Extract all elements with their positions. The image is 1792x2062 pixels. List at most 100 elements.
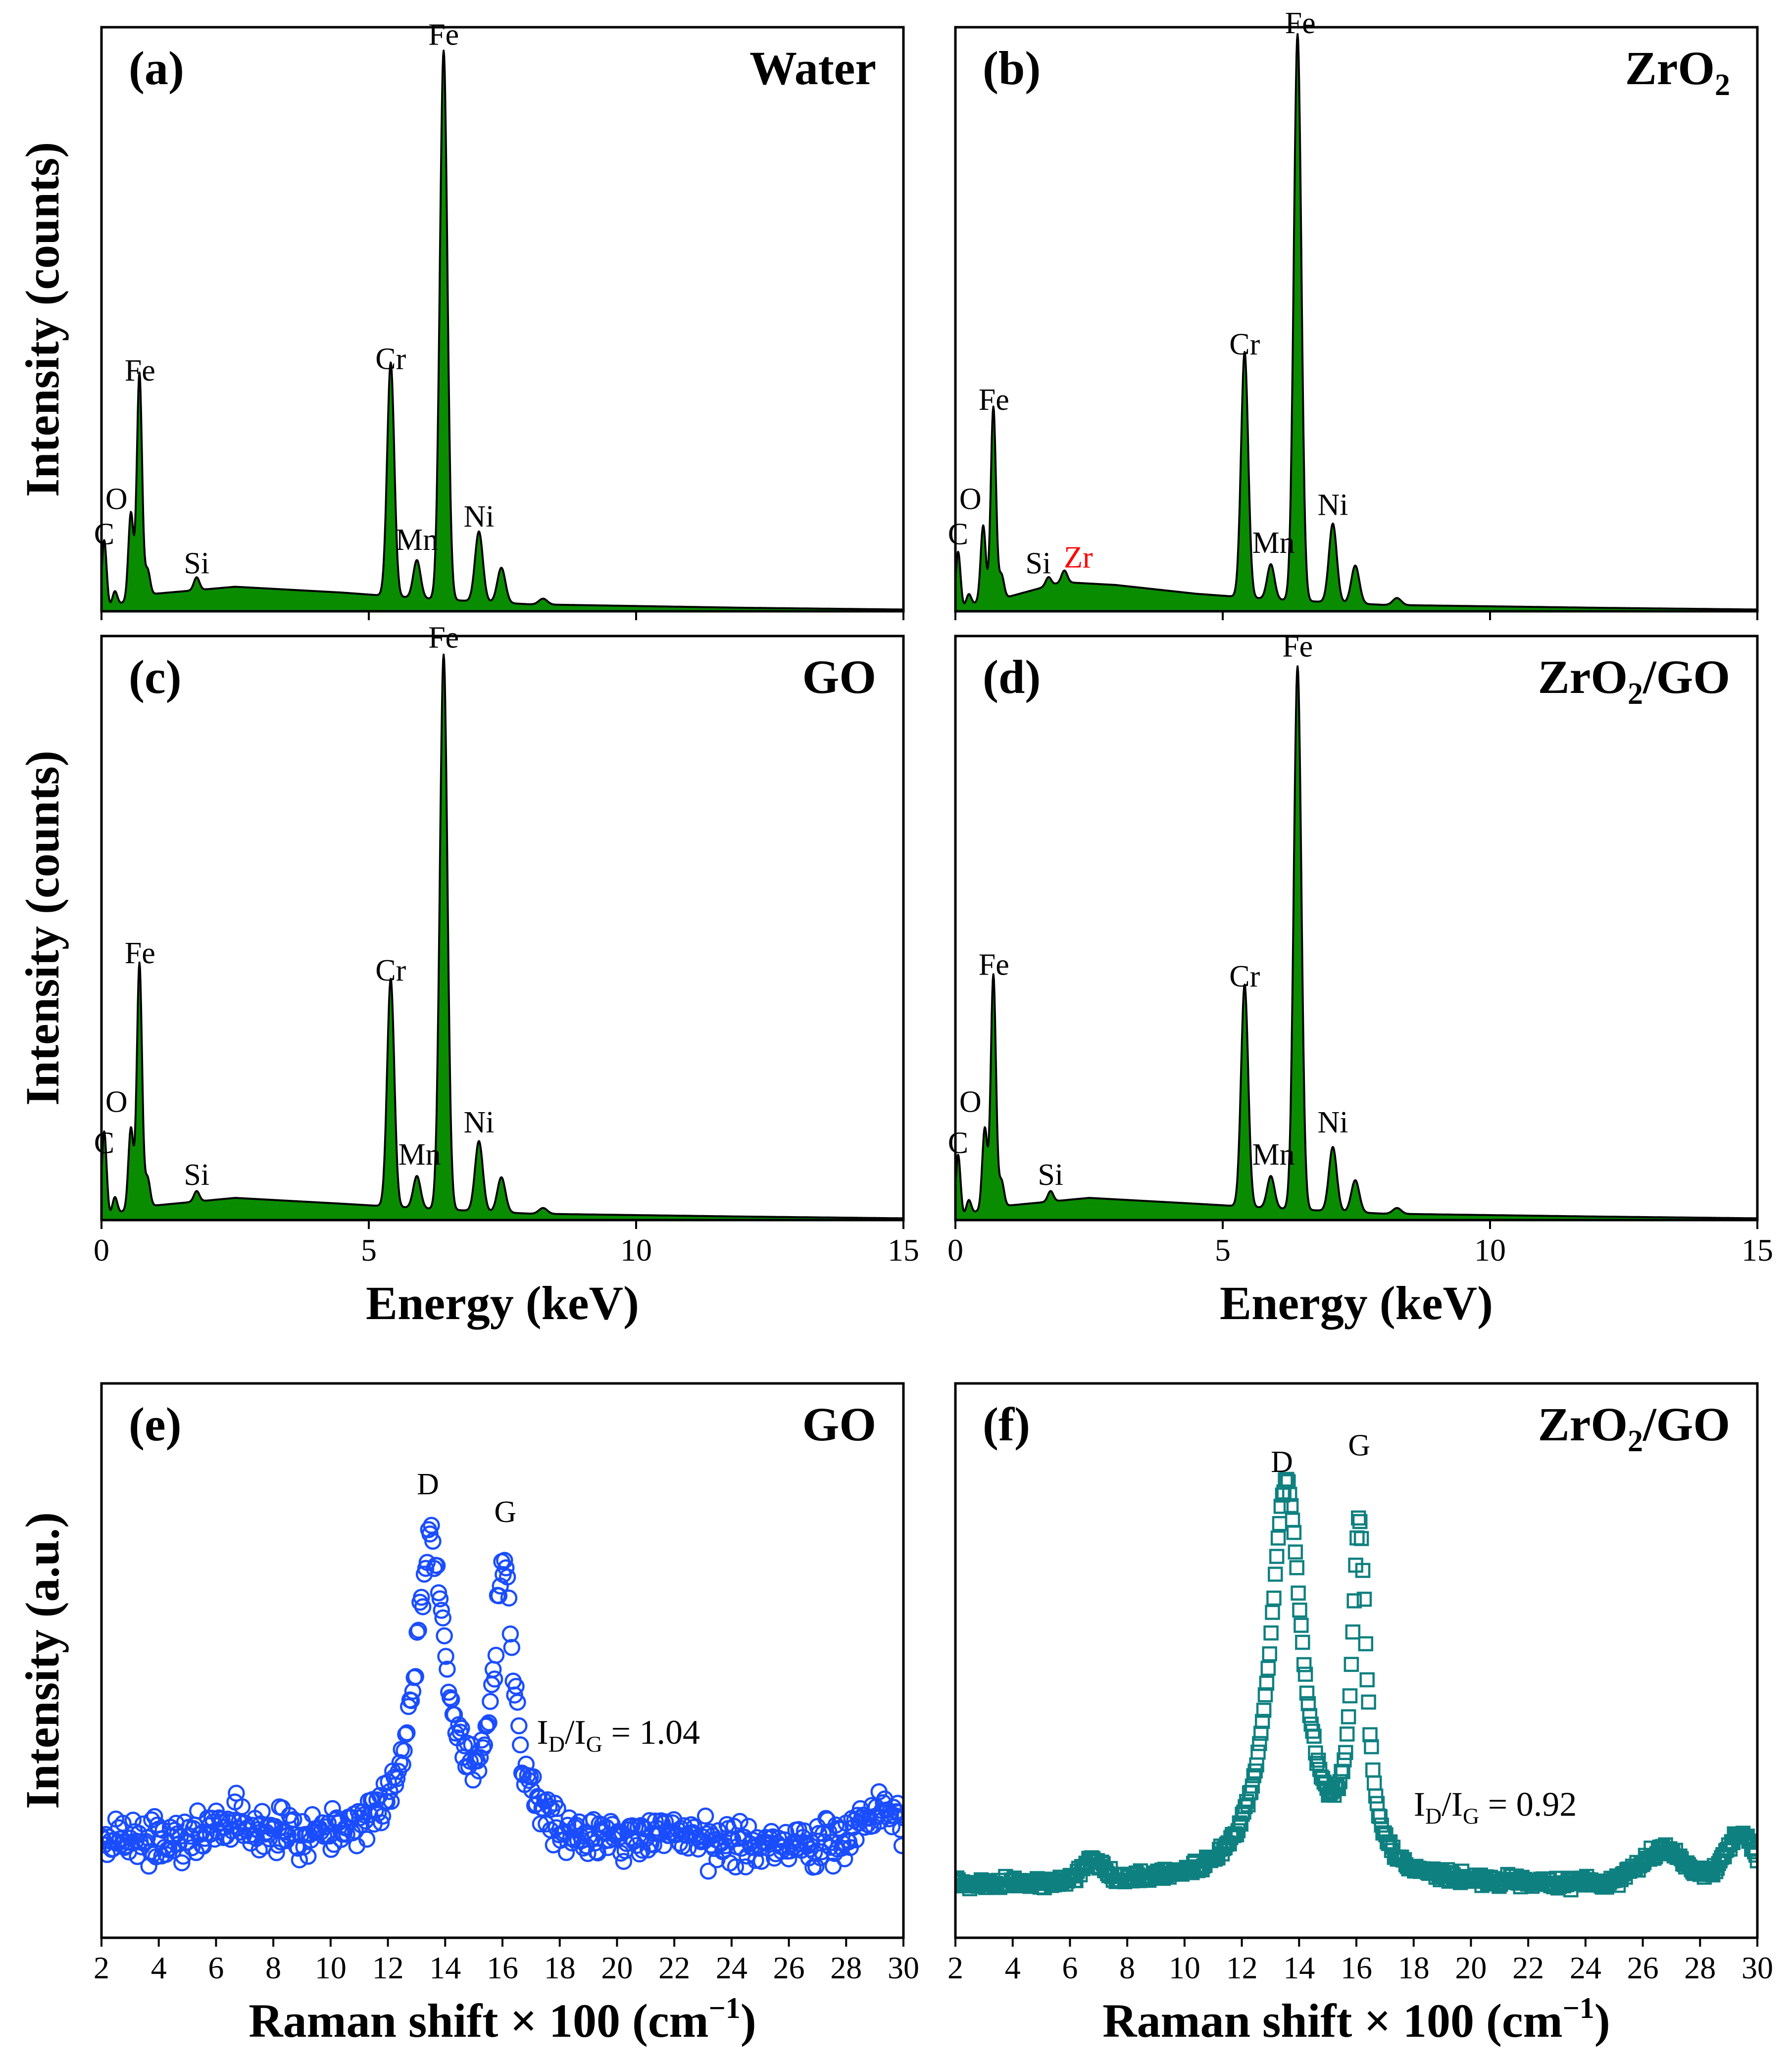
peak-label: Fe: [979, 383, 1009, 417]
spectrum-area: [101, 49, 903, 611]
data-point: [697, 1807, 714, 1825]
data-point: [892, 1821, 903, 1838]
data-point: [480, 1714, 498, 1731]
plot-area: [955, 1472, 1757, 1898]
data-point: [391, 1754, 409, 1771]
panel-tag: (f): [983, 1398, 1030, 1451]
data-point: [1299, 1685, 1315, 1701]
data-point: [1349, 1530, 1365, 1546]
data-point: [889, 1795, 903, 1812]
data-point: [497, 1559, 515, 1576]
intensity-ratio: ID/IG = 1.04: [537, 1714, 700, 1757]
x-tick-label: 8: [1119, 1950, 1135, 1985]
data-point: [1345, 1624, 1361, 1640]
marker-group: [955, 1472, 1757, 1898]
data-point: [1266, 1590, 1282, 1606]
plot-frame: [100, 635, 905, 1222]
peak-label: O: [105, 1085, 128, 1119]
data-point: [414, 1598, 432, 1616]
peak-label: D: [417, 1468, 439, 1501]
data-point: [1263, 1625, 1279, 1641]
peak-label: O: [959, 483, 982, 516]
data-point: [269, 1836, 287, 1854]
x-axis-label: Energy (keV): [1220, 1276, 1493, 1329]
x-tick-label: 24: [716, 1950, 747, 1985]
plot-area: [955, 665, 1757, 1220]
data-point: [1749, 1853, 1757, 1868]
data-point: [1259, 1675, 1275, 1691]
data-point: [1297, 1667, 1313, 1682]
data-point: [1269, 1549, 1285, 1564]
data-point: [1291, 1585, 1306, 1601]
data-point: [396, 1742, 413, 1760]
sample-name: ZrO2/GO: [1538, 1398, 1730, 1458]
x-tick-label: 26: [1627, 1950, 1659, 1985]
data-point: [1372, 1809, 1388, 1824]
data-point: [428, 1557, 446, 1574]
data-point: [510, 1717, 528, 1735]
data-point: [404, 1682, 422, 1700]
data-point: [1268, 1567, 1283, 1582]
panel-tag: (d): [983, 650, 1041, 703]
peak-label: Ni: [1317, 1106, 1348, 1139]
x-tick-label: 4: [1005, 1950, 1021, 1985]
peak-label: Ni: [1317, 488, 1348, 522]
x-tick-label: 12: [372, 1950, 404, 1985]
panel-c: CO Fe Si Cr Mn Fe Ni 0 5 10 15 (c) GO Energy (keV): [94, 621, 919, 1329]
data-point: [470, 1762, 488, 1780]
data-point: [1270, 1530, 1286, 1546]
x-axis-label: Energy (keV): [366, 1276, 639, 1329]
x-axis-label: Raman shift × 100 (cm−1): [1102, 1992, 1610, 2047]
data-point: [1358, 1636, 1374, 1652]
data-point: [441, 1689, 459, 1707]
data-point: [1338, 1745, 1353, 1760]
plot-frame: [954, 1382, 1759, 1939]
data-point: [233, 1798, 251, 1816]
data-point: [827, 1817, 845, 1834]
x-tick-label: 8: [265, 1950, 281, 1985]
plot-area: [101, 49, 903, 611]
data-point: [1262, 1646, 1277, 1662]
data-point: [487, 1647, 505, 1664]
data-point: [1246, 1768, 1262, 1783]
data-point: [250, 1841, 268, 1859]
panel-tag: (e): [129, 1398, 182, 1451]
data-point: [496, 1552, 513, 1569]
data-point: [549, 1800, 566, 1817]
data-point: [424, 1532, 442, 1550]
data-point: [1254, 1714, 1270, 1729]
peak-label: Si: [184, 546, 209, 580]
x-tick-label: 10: [1474, 1232, 1506, 1268]
data-point: [1344, 1657, 1359, 1672]
data-point: [437, 1648, 454, 1665]
peak-label: Si: [1038, 1158, 1063, 1192]
data-point: [423, 1517, 440, 1534]
data-point: [324, 1800, 341, 1817]
peak-label: C: [948, 517, 968, 551]
data-point: [490, 1587, 508, 1605]
data-point: [498, 1568, 516, 1586]
marker-group: [101, 1517, 903, 1880]
data-point: [1351, 1510, 1366, 1526]
data-point: [1352, 1514, 1368, 1529]
data-point: [189, 1802, 206, 1819]
data-point: [352, 1816, 370, 1834]
sample-name: GO: [802, 650, 876, 703]
peak-label: Fe: [125, 354, 155, 388]
x-tick-label: 10: [1169, 1950, 1200, 1985]
x-tick-label: 22: [658, 1950, 690, 1985]
data-point: [1279, 1472, 1294, 1487]
peak-label: D: [1271, 1445, 1293, 1479]
x-tick-label: 4: [151, 1950, 167, 1985]
data-point: [383, 1793, 400, 1810]
data-point: [407, 1668, 424, 1685]
x-tick-label: 6: [1062, 1950, 1078, 1985]
data-point: [507, 1677, 525, 1695]
x-tick-label: 0: [94, 1232, 109, 1268]
peak-label: C: [94, 1126, 114, 1160]
data-point: [1256, 1703, 1272, 1718]
data-point: [446, 1706, 463, 1723]
peak-label: Cr: [1229, 328, 1260, 361]
peak-label: Cr: [375, 954, 406, 987]
y-axis-label: Intensity (counts): [16, 142, 69, 497]
